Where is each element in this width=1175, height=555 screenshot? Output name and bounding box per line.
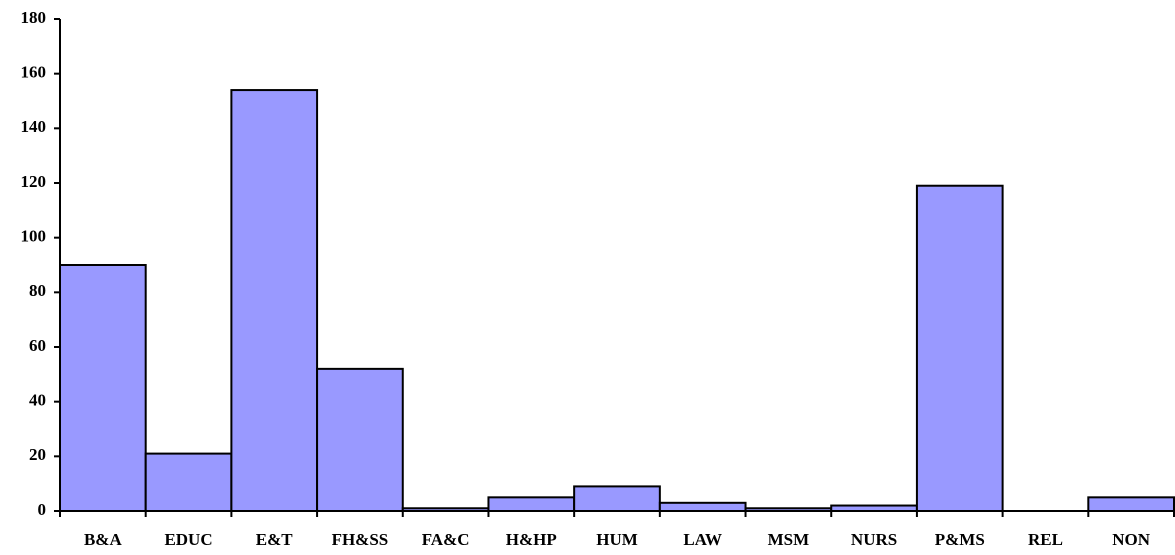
y-tick-label: 40 (29, 391, 46, 410)
y-tick-label: 0 (38, 500, 47, 519)
bar (658, 501, 747, 512)
y-tick-label: 80 (29, 281, 46, 300)
x-tick-label: FA&C (422, 530, 470, 549)
x-tick-label: NURS (851, 530, 897, 549)
bar (487, 496, 576, 513)
x-tick-label: NON (1112, 530, 1151, 549)
y-tick-label: 180 (21, 8, 47, 27)
bar (316, 367, 404, 512)
x-tick-label: MSM (768, 530, 810, 549)
x-tick-label: H&HP (506, 530, 557, 549)
y-tick-label: 20 (29, 445, 46, 464)
bar (144, 452, 233, 513)
x-tick-label: B&A (84, 530, 123, 549)
y-tick-label: 60 (29, 336, 46, 355)
x-tick-label: P&MS (935, 530, 985, 549)
bar (1087, 496, 1175, 513)
y-tick-label: 140 (21, 117, 47, 136)
x-tick-label: REL (1028, 530, 1063, 549)
bar (230, 89, 319, 512)
x-tick-label: FH&SS (332, 530, 389, 549)
bar (573, 485, 661, 512)
y-tick-label: 100 (21, 227, 47, 246)
y-tick-label: 120 (21, 172, 47, 191)
x-tick-label: LAW (683, 530, 722, 549)
bar (915, 184, 1004, 512)
bar (59, 264, 147, 512)
x-tick-label: HUM (596, 530, 638, 549)
x-tick-label: E&T (256, 530, 294, 549)
y-tick-label: 160 (21, 63, 47, 82)
x-tick-label: EDUC (164, 530, 212, 549)
